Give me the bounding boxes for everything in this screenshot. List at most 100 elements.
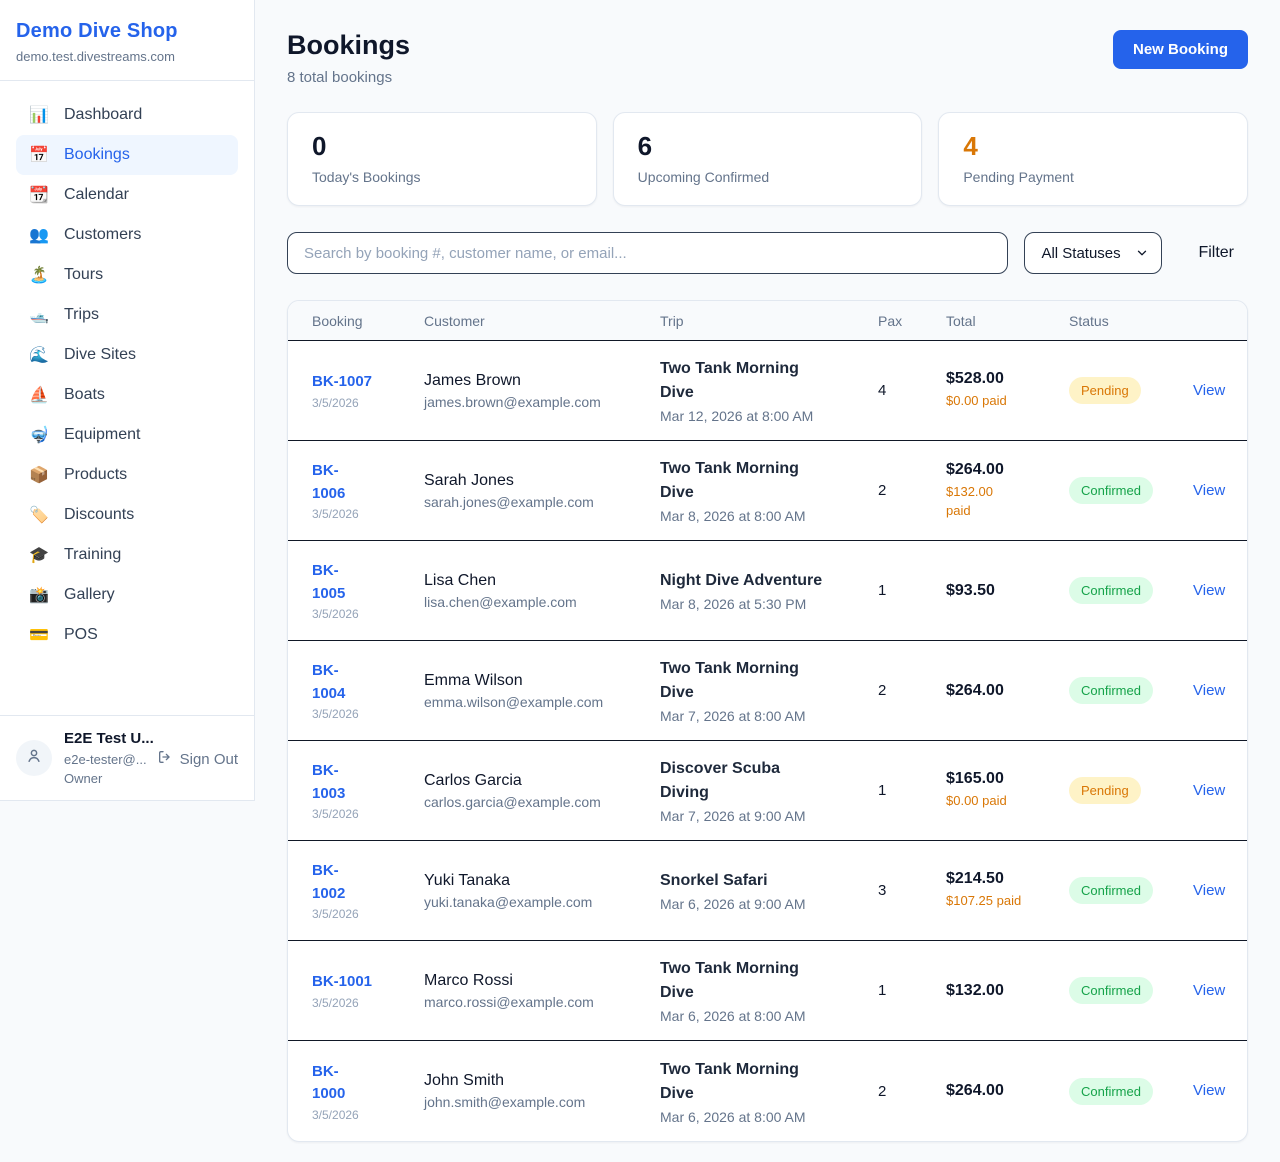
booking-id-link[interactable]: BK- 1003 [312,762,346,802]
booking-id-link[interactable]: BK-1001 [312,973,373,991]
sidebar-item-discounts[interactable]: 🏷️ Discounts [16,495,238,535]
stat-label: Today's Bookings [312,169,421,185]
view-link[interactable]: View [1193,581,1226,599]
diving-mask-icon: 🤿 [29,427,49,444]
pax-cell: 2 [878,482,887,499]
sidebar: Demo Dive Shop demo.test.divestreams.com… [0,0,255,801]
customer-email: lisa.chen@example.com [424,593,577,610]
user-name: E2E Test U... [64,730,154,747]
booking-id-link[interactable]: BK- 1004 [312,662,346,702]
customer-email: john.smith@example.com [424,1094,586,1110]
bookings-table: Booking Customer Trip Pax Total Status BK-100… [287,300,1248,1142]
sidebar-item-label: POS [64,626,98,643]
desert-island-icon: 🏝️ [29,267,49,284]
calendar-icon: 📅 [29,147,49,164]
trip-name: Two Tank Morning Dive [660,960,799,1001]
column-header-pax: Pax [878,312,903,329]
sidebar-item-label: Bookings [64,146,130,163]
view-link[interactable]: View [1193,481,1226,499]
total-cell: $132.00 [946,982,1069,1000]
total-cell: $264.00 $132.00 paid [946,461,1069,521]
trip-cell: Snorkel Safari Mar 6, 2026 at 9:00 AM [660,869,878,912]
customer-cell: Marco Rossi marco.rossi@example.com [424,972,660,1010]
customer-name: Sarah Jones [424,471,514,489]
booking-cell: BK-1001 3/5/2026 [312,971,424,1010]
customer-name: Lisa Chen [424,571,497,589]
tear-off-calendar-icon: 📆 [29,187,49,204]
bar-chart-icon: 📊 [29,107,49,124]
table-body: BK-1007 3/5/2026 James Brown james.brown… [288,341,1247,1141]
sidebar-item-boats[interactable]: ⛵ Boats [16,375,238,415]
trip-datetime: Mar 6, 2026 at 8:00 AM [660,1108,806,1125]
filter-button[interactable]: Filter [1184,244,1248,262]
view-link[interactable]: View [1193,681,1226,699]
view-cell: View [1193,682,1225,700]
trip-cell: Two Tank Morning Dive Mar 6, 2026 at 8:0… [660,957,878,1024]
booking-id-link[interactable]: BK- 1002 [312,862,346,902]
status-cell: Pending [1069,777,1193,804]
package-icon: 📦 [29,467,49,484]
customer-email: sarah.jones@example.com [424,493,594,510]
sidebar-item-equipment[interactable]: 🤿 Equipment [16,415,238,455]
total-amount: $264.00 [946,460,1004,478]
view-link[interactable]: View [1193,981,1226,999]
sidebar-item-products[interactable]: 📦 Products [16,455,238,495]
graduation-cap-icon: 🎓 [29,547,49,564]
status-select-wrap: All Statuses [1024,232,1163,274]
sidebar-item-bookings[interactable]: 📅 Bookings [16,135,238,175]
status-select[interactable]: All Statuses [1024,232,1163,274]
paid-amount: $132.00 paid [946,483,993,518]
total-cell: $165.00 $0.00 paid [946,770,1069,811]
total-amount: $214.50 [946,870,1004,888]
sidebar-item-training[interactable]: 🎓 Training [16,535,238,575]
table-row: BK- 1000 3/5/2026 John Smith john.smith@e… [288,1041,1247,1141]
total-amount: $93.50 [946,581,995,599]
view-link[interactable]: View [1193,1082,1226,1099]
sidebar-item-calendar[interactable]: 📆 Calendar [16,175,238,215]
sidebar-item-pos[interactable]: 💳 POS [16,615,238,655]
trip-datetime: Mar 8, 2026 at 8:00 AM [660,508,806,524]
shop-header: Demo Dive Shop demo.test.divestreams.com [0,0,254,81]
total-cell: $264.00 [946,1082,1069,1100]
trip-name: Discover Scuba Diving [660,760,781,801]
sidebar-item-customers[interactable]: 👥 Customers [16,215,238,255]
booking-id-link[interactable]: BK- 1006 [312,462,346,502]
status-cell: Confirmed [1069,677,1193,704]
sign-out-button[interactable]: Sign Out [149,749,238,769]
booking-cell: BK- 1002 3/5/2026 [312,860,424,921]
new-booking-button[interactable]: New Booking [1112,30,1248,69]
booking-id-link[interactable]: BK- 1005 [312,562,346,602]
view-link[interactable]: View [1193,881,1226,899]
trip-datetime: Mar 8, 2026 at 5:30 PM [660,596,807,612]
paid-amount: $0.00 paid [946,793,1007,809]
person-icon [25,747,43,770]
table-row: BK- 1006 3/5/2026 Sarah Jones sarah.jones… [288,441,1247,541]
customer-email: yuki.tanaka@example.com [424,893,593,910]
view-link[interactable]: View [1193,381,1226,399]
trip-name: Snorkel Safari [660,872,768,889]
sidebar-item-tours[interactable]: 🏝️ Tours [16,255,238,295]
status-badge: Confirmed [1069,677,1153,704]
search-input[interactable] [287,232,1009,274]
stat-card: 4 Pending Payment [938,112,1249,206]
booking-id-link[interactable]: BK-1007 [312,373,373,391]
sidebar-item-label: Customers [64,226,142,243]
customer-name: Yuki Tanaka [424,871,510,889]
view-link[interactable]: View [1193,781,1226,799]
sidebar-item-dive-sites[interactable]: 🌊 Dive Sites [16,335,238,375]
status-cell: Pending [1069,377,1193,404]
table-header-row: Booking Customer Trip Pax Total Status [288,301,1247,341]
booking-id-link[interactable]: BK- 1000 [312,1062,346,1103]
filter-row: All Statuses Filter [287,232,1248,274]
pax-cell: 2 [878,682,887,699]
stat-card: 0 Today's Bookings [287,112,597,206]
booking-cell: BK- 1003 3/5/2026 [312,760,424,821]
trip-name: Night Dive Adventure [660,572,823,589]
sidebar-item-dashboard[interactable]: 📊 Dashboard [16,95,238,135]
table-row: BK-1007 3/5/2026 James Brown james.brown… [288,341,1247,441]
trip-datetime: Mar 7, 2026 at 9:00 AM [660,808,806,824]
table-row: BK- 1005 3/5/2026 Lisa Chen lisa.chen@exa… [288,541,1247,641]
sidebar-item-trips[interactable]: 🛥️ Trips [16,295,238,335]
sidebar-item-gallery[interactable]: 📸 Gallery [16,575,238,615]
trip-cell: Two Tank Morning Dive Mar 12, 2026 at 8:… [660,357,878,424]
